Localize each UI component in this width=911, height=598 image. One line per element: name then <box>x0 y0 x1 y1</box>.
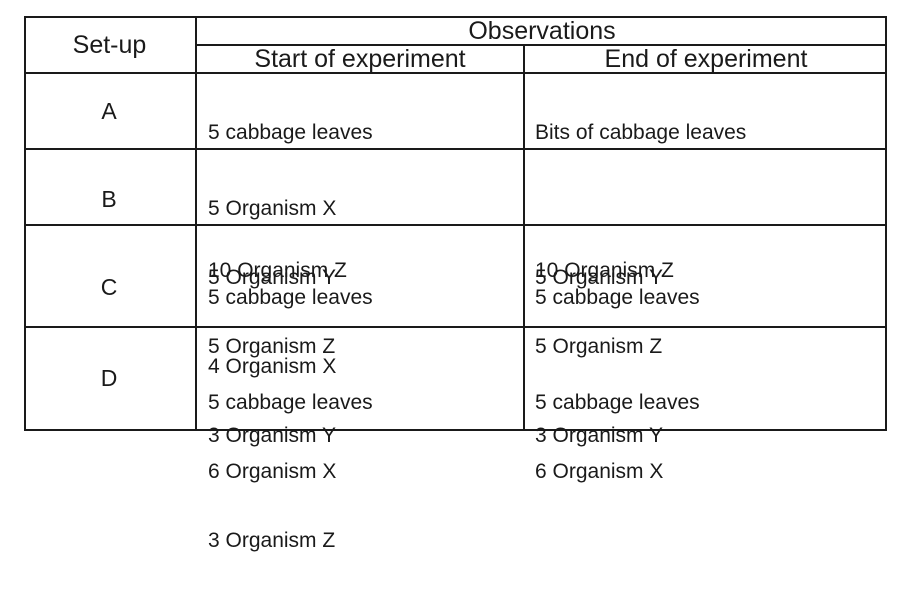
setup-label-b: B <box>101 186 117 212</box>
list-item: 6 Organism X <box>535 460 664 483</box>
list-item: 5 cabbage leaves <box>535 391 700 414</box>
table-border-right <box>885 16 887 431</box>
table-border-top <box>24 16 887 18</box>
table-border-bottom <box>24 429 887 431</box>
end-header: End of experiment <box>604 45 808 73</box>
row-c-end-cell: 5 cabbage leaves 3 Organism Y <box>535 240 700 493</box>
setup-label-d: D <box>100 365 118 391</box>
row-b-start-cell: 5 Organism X 5 Organism Y 5 Organism Z <box>208 151 336 404</box>
observations-header: Observations <box>468 17 616 45</box>
row-b-bottom-border <box>24 224 887 226</box>
setup-column-divider <box>195 16 197 431</box>
list-item: Bits of cabbage leaves <box>535 121 747 144</box>
list-item: 5 cabbage leaves <box>208 286 373 309</box>
list-item: 10 Organism Z <box>208 259 347 282</box>
setup-header: Set-up <box>72 31 147 59</box>
start-header: Start of experiment <box>254 45 466 73</box>
list-item: 5 Organism Z <box>535 335 663 358</box>
table-border-left <box>24 16 26 431</box>
row-a-end-cell: Bits of cabbage leaves 10 Organism Z <box>535 75 746 328</box>
row-a-start-cell: 5 cabbage leaves 10 Organism Z <box>208 75 373 328</box>
start-end-divider <box>523 44 525 431</box>
list-item <box>535 529 700 552</box>
list-item: 3 Organism Z <box>208 529 336 552</box>
list-item: 5 cabbage leaves <box>208 121 373 144</box>
header-bottom-border <box>24 72 887 74</box>
observations-divider <box>196 44 887 46</box>
row-c-start-cell: 5 cabbage leaves 4 Organism X 3 Organism… <box>208 240 373 493</box>
row-a-bottom-border <box>24 148 887 150</box>
row-b-end-cell: 5 Organism Y 5 Organism Z <box>535 151 663 404</box>
list-item: 3 Organism Y <box>208 424 336 447</box>
list-item: 5 Organism Z <box>208 335 336 358</box>
row-d-start-cell: 5 cabbage leaves 6 Organism X 3 Organism… <box>208 345 373 598</box>
row-d-end-cell: 5 cabbage leaves 6 Organism X <box>535 345 700 598</box>
row-c-bottom-border <box>24 326 887 328</box>
setup-label-c: C <box>100 274 118 300</box>
list-item: 10 Organism Z <box>535 259 674 282</box>
observations-table: Set-up Observations Start of experiment … <box>24 16 887 552</box>
list-item: 6 Organism X <box>208 460 337 483</box>
list-item: 5 cabbage leaves <box>208 391 373 414</box>
list-item: 5 cabbage leaves <box>535 286 700 309</box>
list-item: 5 Organism Y <box>208 266 336 289</box>
list-item: 5 Organism X <box>208 197 337 220</box>
list-item: 4 Organism X <box>208 355 337 378</box>
list-item: 3 Organism Y <box>535 424 663 447</box>
list-item <box>535 197 663 220</box>
list-item: 5 Organism Y <box>535 266 663 289</box>
setup-label-a: A <box>101 98 117 124</box>
